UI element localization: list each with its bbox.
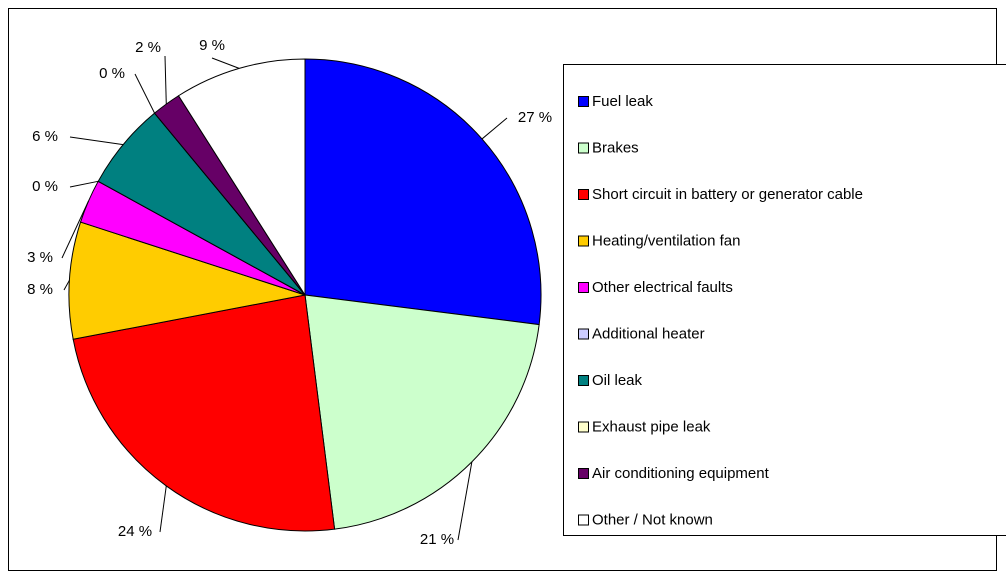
legend-box: [563, 64, 1006, 536]
legend-swatch: [578, 468, 589, 479]
data-label: 9 %: [199, 37, 225, 54]
data-label: 0 %: [32, 178, 58, 195]
legend-swatch: [578, 421, 589, 433]
legend-label: Additional heater: [592, 325, 705, 342]
leader-line: [69, 180, 99, 188]
data-label: 21 %: [420, 531, 454, 548]
legend-swatch: [578, 189, 589, 200]
leader-line: [159, 485, 167, 533]
pie-slice: [177, 58, 306, 297]
leader-line: [69, 136, 124, 146]
data-label: 3 %: [27, 249, 53, 266]
leader-line: [61, 201, 89, 259]
legend-label: Brakes: [592, 139, 639, 156]
data-label: 6 %: [32, 128, 58, 145]
legend-label: Other electrical faults: [592, 279, 733, 296]
data-label: 8 %: [27, 281, 53, 298]
legend-label: Other / Not known: [592, 511, 713, 528]
data-label: 24 %: [118, 523, 152, 540]
legend-swatch: [578, 282, 589, 293]
data-label: 27 %: [518, 109, 552, 126]
leader-line: [457, 461, 473, 541]
legend-swatch: [578, 235, 589, 247]
legend-label: Short circuit in battery or generator ca…: [592, 186, 863, 203]
legend-label: Fuel leak: [592, 93, 653, 110]
leader-line: [211, 57, 240, 69]
leader-line: [481, 117, 508, 140]
data-label: 2 %: [135, 39, 161, 56]
legend-swatch: [578, 96, 589, 107]
pie-slice: [304, 58, 542, 326]
legend-label: Exhaust pipe leak: [592, 418, 711, 435]
legend-swatch: [578, 514, 589, 526]
leader-line: [63, 279, 70, 291]
legend-swatch: [578, 328, 589, 340]
legend-label: Oil leak: [592, 372, 643, 389]
legend-label: Heating/ventilation fan: [592, 232, 740, 249]
leader-line: [164, 55, 167, 105]
legend-swatch: [578, 142, 589, 154]
pie-slice: [304, 294, 540, 530]
legend-swatch: [578, 375, 589, 386]
legend-label: Air conditioning equipment: [592, 465, 770, 482]
leader-line: [134, 73, 156, 114]
data-label: 0 %: [99, 65, 125, 82]
